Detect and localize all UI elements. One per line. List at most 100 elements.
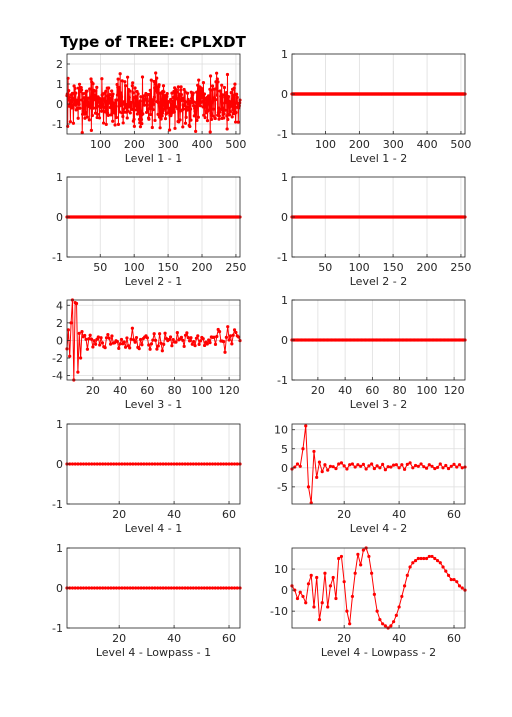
data-point <box>222 111 226 116</box>
data-point <box>135 112 140 116</box>
data-point <box>402 584 407 588</box>
data-point <box>430 464 434 468</box>
data-point <box>192 339 196 344</box>
data-point <box>208 340 212 345</box>
data-point <box>215 93 219 97</box>
data-point <box>430 554 434 559</box>
y-tick-label: -1 <box>277 374 288 387</box>
data-point <box>202 113 206 117</box>
data-point <box>139 95 143 99</box>
data-point <box>167 586 171 590</box>
subplot-9: 20 40 60 -1 0 1 Level 4 - Lowpass - 1 <box>52 542 242 659</box>
data-point <box>200 89 204 93</box>
data-point <box>86 96 90 100</box>
data-point <box>232 328 237 332</box>
data-point <box>99 98 103 102</box>
data-point <box>122 110 126 114</box>
data-point <box>114 586 119 590</box>
data-point <box>131 462 135 466</box>
data-point <box>219 462 223 466</box>
data-point <box>98 343 102 347</box>
data-point <box>171 99 175 103</box>
data-point <box>100 77 104 81</box>
data-point <box>129 337 133 341</box>
data-point <box>168 335 173 339</box>
data-point <box>320 601 324 605</box>
series-markers <box>65 215 242 219</box>
data-point <box>155 90 159 95</box>
data-point <box>455 465 459 469</box>
data-point <box>167 106 171 110</box>
data-point <box>183 121 188 125</box>
data-point <box>117 346 121 350</box>
subplot-caption: Level 1 - 2 <box>350 152 408 165</box>
data-point <box>405 573 409 577</box>
data-point <box>84 112 88 116</box>
x-tick-label: 60 <box>447 508 461 521</box>
data-point <box>225 114 229 118</box>
data-point <box>457 463 462 467</box>
data-point <box>306 582 311 586</box>
data-point <box>235 95 239 100</box>
data-point <box>392 620 396 624</box>
data-point <box>125 336 129 340</box>
x-tick-label: 50 <box>318 261 332 274</box>
data-point <box>234 120 238 124</box>
data-point <box>70 586 75 590</box>
data-point <box>150 462 154 466</box>
data-point <box>197 586 201 590</box>
data-point <box>326 605 330 609</box>
data-point <box>135 89 139 94</box>
data-point <box>156 101 161 105</box>
data-point <box>175 586 179 590</box>
subplot-2: 100 200 300 400 500 -1 0 1 Level 1 - 2 <box>277 48 471 165</box>
x-tick-label: 20 <box>112 632 126 645</box>
data-point <box>95 112 100 116</box>
data-point <box>229 104 233 108</box>
data-point <box>202 343 207 348</box>
data-point <box>74 91 78 95</box>
data-point <box>435 559 440 563</box>
data-point <box>186 97 190 102</box>
data-point <box>334 466 338 471</box>
data-point <box>202 462 206 466</box>
x-tick-label: 80 <box>168 384 182 397</box>
x-tick-label: 40 <box>167 508 181 521</box>
data-point <box>342 580 346 584</box>
data-point <box>331 575 335 580</box>
data-point <box>85 115 89 119</box>
data-point <box>194 586 198 590</box>
data-point <box>208 74 213 78</box>
data-point <box>345 467 349 471</box>
data-point <box>361 462 365 466</box>
x-tick-label: 300 <box>383 138 404 151</box>
subplot-3: 50 100 150 200 250 -1 0 1 Level 2 - 1 <box>52 171 246 288</box>
data-point <box>162 100 166 105</box>
data-point <box>221 93 225 97</box>
y-tick-label: 1 <box>281 294 288 307</box>
x-tick-label: 200 <box>349 138 370 151</box>
data-point <box>158 126 162 130</box>
data-point <box>66 124 70 129</box>
data-point <box>161 586 165 590</box>
y-tick-label: -1 <box>52 622 63 635</box>
data-point <box>167 462 171 466</box>
data-point <box>156 586 160 590</box>
data-point <box>94 89 98 93</box>
data-point <box>165 92 169 96</box>
data-point <box>179 88 183 92</box>
data-point <box>230 586 234 590</box>
x-tick-label: 200 <box>124 138 145 151</box>
data-point <box>83 101 87 105</box>
data-point <box>149 78 153 82</box>
data-point <box>378 466 382 470</box>
subplot-caption: Level 4 - Lowpass - 2 <box>321 646 436 659</box>
data-point <box>183 586 187 590</box>
data-point <box>206 94 211 98</box>
data-point <box>350 594 355 599</box>
x-tick-label: 250 <box>225 261 246 274</box>
data-point <box>364 467 368 471</box>
data-point <box>337 556 341 561</box>
data-point <box>136 462 140 466</box>
y-tick-label: 2 <box>56 317 63 330</box>
